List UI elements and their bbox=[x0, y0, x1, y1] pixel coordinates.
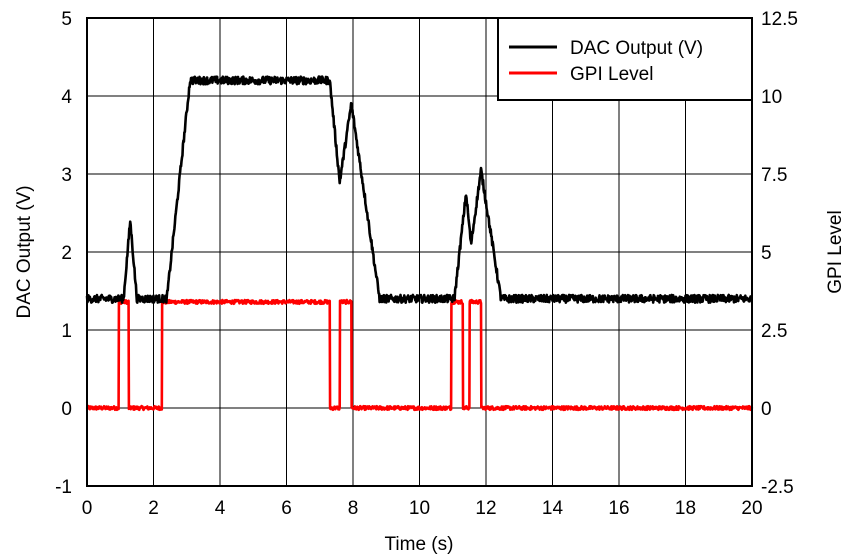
x-tick-label: 8 bbox=[348, 498, 359, 519]
x-tick-label: 6 bbox=[281, 498, 292, 519]
y-axis-right-title: GPI Level bbox=[825, 210, 846, 293]
x-tick-label: 4 bbox=[215, 498, 226, 519]
y-right-tick-label: 2.5 bbox=[761, 321, 787, 342]
x-tick-label: 16 bbox=[608, 498, 629, 519]
tick-labels: 0 2 4 6 8 10 12 14 16 18 20-1012345-2.502.557.5101… bbox=[55, 9, 798, 519]
y-right-tick-label: 10 bbox=[761, 87, 782, 108]
y-left-tick-label: 4 bbox=[61, 87, 72, 108]
series-layer bbox=[85, 75, 754, 412]
y-right-tick-label: 7.5 bbox=[761, 165, 787, 186]
y-right-tick-label: 0 bbox=[761, 399, 772, 420]
y-axis-left-title: DAC Output (V) bbox=[14, 185, 35, 318]
x-tick-label: 2 bbox=[148, 498, 159, 519]
legend-label-gpi-level: GPI Level bbox=[570, 64, 653, 85]
y-left-tick-label: 0 bbox=[61, 399, 72, 420]
y-right-tick-label: -2.5 bbox=[761, 477, 794, 498]
y-left-tick-label: 3 bbox=[61, 165, 72, 186]
y-right-tick-label: 12.5 bbox=[761, 9, 798, 30]
x-axis-title: Time (s) bbox=[385, 534, 454, 555]
legend-label-dac-output: DAC Output (V) bbox=[570, 38, 703, 59]
y-left-tick-label: 2 bbox=[61, 243, 72, 264]
x-tick-label: 12 bbox=[475, 498, 496, 519]
series-line-gpi-level bbox=[85, 298, 754, 412]
plot-frame bbox=[86, 17, 753, 487]
y-left-tick-label: -1 bbox=[55, 477, 72, 498]
y-left-tick-label: 5 bbox=[61, 9, 72, 30]
x-tick-label: 20 bbox=[741, 498, 762, 519]
y-right-tick-label: 5 bbox=[761, 243, 772, 264]
series-line-dac-output-v bbox=[85, 75, 753, 305]
y-left-tick-label: 1 bbox=[61, 321, 72, 342]
x-tick-label: 14 bbox=[542, 498, 564, 519]
x-tick-label: 0 bbox=[82, 498, 93, 519]
x-tick-label: 18 bbox=[675, 498, 696, 519]
legend-box bbox=[497, 17, 753, 101]
x-tick-label: 10 bbox=[409, 498, 430, 519]
legend: DAC Output (V) GPI Level bbox=[497, 17, 753, 101]
